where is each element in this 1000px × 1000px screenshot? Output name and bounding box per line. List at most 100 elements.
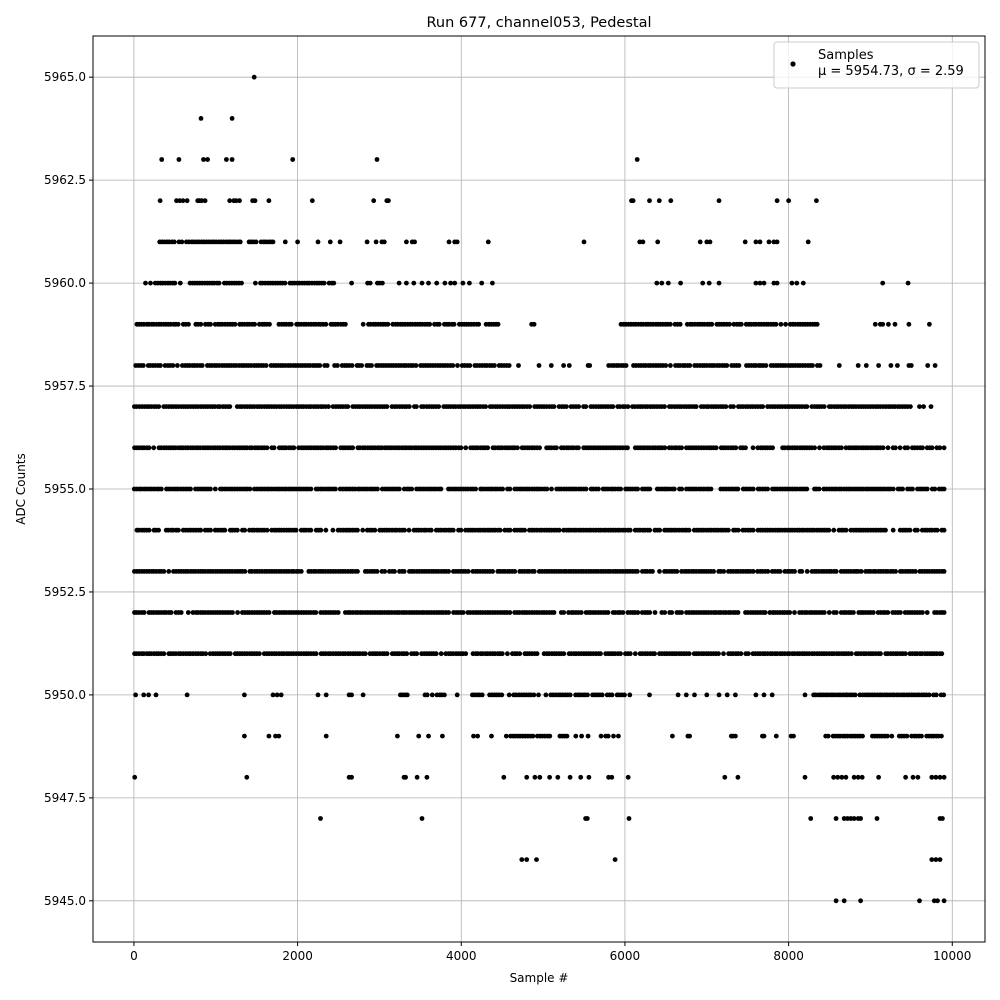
sample-point xyxy=(843,527,849,533)
sample-point xyxy=(878,651,883,657)
sample-point xyxy=(411,280,417,286)
sample-point xyxy=(650,569,655,574)
sample-point xyxy=(485,239,491,245)
sample-point xyxy=(460,610,466,615)
sample-point xyxy=(499,651,505,657)
sample-point xyxy=(587,363,593,368)
sample-point xyxy=(939,733,944,739)
sample-point xyxy=(186,321,191,327)
sample-point xyxy=(831,527,837,533)
sample-point xyxy=(406,404,412,409)
sample-point xyxy=(711,569,716,574)
sample-point xyxy=(185,610,191,615)
sample-point xyxy=(925,363,931,368)
sample-point xyxy=(852,692,858,698)
sample-point xyxy=(323,321,329,327)
sample-point xyxy=(438,651,444,657)
sample-point xyxy=(324,363,330,368)
sample-point xyxy=(727,321,732,327)
sample-point xyxy=(841,816,847,821)
sample-point xyxy=(836,363,842,368)
sample-point xyxy=(635,569,640,574)
sample-point xyxy=(618,651,623,657)
sample-point xyxy=(404,280,409,286)
sample-point xyxy=(670,733,675,739)
sample-point xyxy=(371,198,377,204)
sample-point xyxy=(199,198,205,204)
sample-point xyxy=(253,280,258,286)
sample-point xyxy=(419,280,425,286)
sample-point xyxy=(424,774,430,780)
sample-point xyxy=(544,486,550,492)
sample-point xyxy=(448,280,453,286)
sample-point xyxy=(381,239,387,245)
sample-point xyxy=(450,527,456,533)
sample-point xyxy=(436,404,442,409)
sample-point xyxy=(778,321,784,327)
sample-point xyxy=(531,692,537,698)
sample-point xyxy=(318,816,323,821)
x-tick-label: 6000 xyxy=(610,949,641,963)
sample-point xyxy=(654,280,660,286)
sample-point xyxy=(327,239,333,245)
sample-point xyxy=(885,733,890,739)
sample-point xyxy=(360,527,366,533)
sample-point xyxy=(242,527,248,533)
sample-point xyxy=(159,157,165,162)
sample-point xyxy=(323,692,329,698)
sample-point xyxy=(773,321,779,327)
sample-point xyxy=(872,321,878,327)
sample-point xyxy=(787,610,793,615)
sample-point xyxy=(833,610,839,615)
sample-point xyxy=(373,239,379,245)
sample-point xyxy=(429,692,435,698)
sample-point xyxy=(863,363,869,368)
sample-point xyxy=(198,321,204,327)
sample-point xyxy=(198,116,204,121)
sample-point xyxy=(282,239,288,245)
sample-point xyxy=(413,363,419,368)
sample-point xyxy=(161,569,167,574)
sample-point xyxy=(230,610,235,615)
sample-point xyxy=(326,404,331,409)
sample-point xyxy=(821,610,827,615)
sample-point xyxy=(777,569,783,574)
sample-point xyxy=(612,857,618,862)
sample-point xyxy=(686,651,692,657)
sample-point xyxy=(532,774,538,780)
sample-point xyxy=(929,445,935,451)
x-axis-label: Sample # xyxy=(510,971,569,985)
sample-point xyxy=(773,733,779,739)
sample-point xyxy=(454,692,460,698)
sample-point xyxy=(506,363,512,368)
sample-point xyxy=(605,733,611,739)
sample-point xyxy=(536,363,542,368)
sample-point xyxy=(774,280,780,286)
sample-point xyxy=(880,280,886,286)
sample-point xyxy=(473,486,478,492)
sample-point xyxy=(598,651,603,657)
sample-point xyxy=(414,651,420,657)
sample-point xyxy=(831,774,836,780)
sample-point xyxy=(171,239,177,245)
sample-point xyxy=(632,651,638,657)
sample-point xyxy=(355,569,360,574)
sample-point xyxy=(941,569,947,574)
sample-point xyxy=(252,321,257,327)
sample-point xyxy=(783,321,788,327)
sample-point xyxy=(374,157,380,162)
x-tick-label: 2000 xyxy=(282,949,313,963)
sample-point xyxy=(647,692,652,698)
sample-point xyxy=(926,692,932,698)
sample-point xyxy=(548,363,554,368)
sample-point xyxy=(757,280,763,286)
sample-point xyxy=(499,692,505,698)
sample-point xyxy=(547,733,553,739)
sample-point xyxy=(264,445,270,451)
sample-point xyxy=(721,651,726,657)
y-tick-label: 5952.5 xyxy=(44,585,86,599)
sample-point xyxy=(860,733,865,739)
sample-point xyxy=(434,280,440,286)
sample-point xyxy=(392,569,397,574)
sample-point xyxy=(203,651,209,657)
